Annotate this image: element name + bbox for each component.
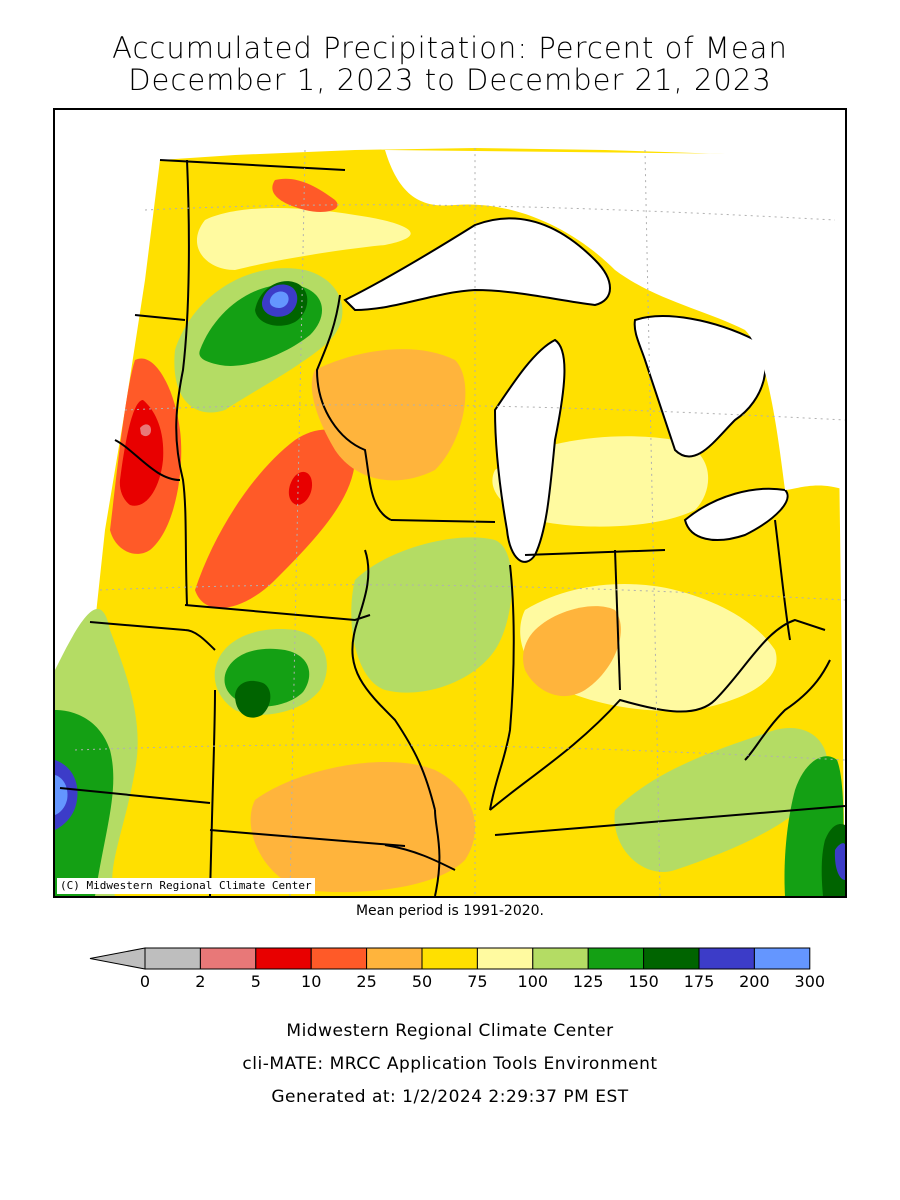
legend-tick-label: 300: [795, 972, 826, 991]
boundary-mn-ia: [184, 604, 371, 622]
legend-swatch: [698, 947, 755, 970]
color-legend: 0 2 5 10 25 50 75 100 125 150 175 200 300: [89, 947, 826, 991]
footer-org: Midwestern Regional Climate Center: [286, 1021, 614, 1041]
lake-superior: [343, 217, 611, 312]
region-mn-north-lightyellow: [196, 208, 411, 270]
boundary-il-in: [489, 564, 515, 811]
region-ky-darkgreen: [821, 823, 845, 896]
boundary-mn-canada: [159, 159, 346, 171]
boundary-ia-il: [351, 549, 436, 811]
boundary-oh-pa: [774, 519, 791, 641]
boundary-mo-ar: [384, 844, 456, 871]
map-title-line1: Accumulated Precipitation: Percent of Me…: [112, 31, 788, 65]
boundary-mn-nd: [175, 159, 190, 606]
region-mo-orange: [250, 761, 475, 893]
legend-swatch: [476, 947, 534, 970]
region-il-lightgreen: [351, 537, 512, 693]
legend-swatch: [421, 947, 478, 970]
legend-tick-label: 125: [573, 972, 604, 991]
boundary-sd-ne: [114, 439, 181, 481]
legend-tick-label: 175: [684, 972, 715, 991]
boundary-mississippi: [434, 809, 441, 896]
legend-tick-label: 50: [412, 972, 432, 991]
region-wi-orange: [311, 349, 466, 481]
legend-swatch: [643, 947, 700, 970]
legend-tick-label: 75: [467, 972, 487, 991]
region-ia-darkgreen: [235, 680, 271, 718]
region-west-lightblue: [55, 775, 68, 815]
legend-under-arrow: [89, 947, 146, 970]
region-mn-lightblue: [269, 291, 289, 308]
legend-swatch: [310, 947, 368, 970]
legend-tick-label: 10: [301, 972, 321, 991]
legend-swatch: [532, 947, 589, 970]
mean-period-note: Mean period is 1991-2020.: [355, 903, 545, 919]
map-title-line2: December 1, 2023 to December 21, 2023: [128, 63, 772, 97]
region-mn-streak-red: [288, 471, 313, 505]
boundary-mi-in: [524, 549, 666, 556]
boundary-wv-va: [744, 659, 831, 761]
boundary-ia-mo: [209, 689, 216, 896]
legend-tick-label: 150: [628, 972, 659, 991]
precipitation-map: (C) Midwestern Regional Climate Center: [53, 108, 847, 898]
boundary-ok-ar: [209, 829, 406, 847]
region-ky-lightgreen: [614, 728, 828, 872]
footer-app: cli-MATE: MRCC Application Tools Environ…: [242, 1054, 658, 1074]
boundary-wi-il: [390, 519, 496, 523]
legend-swatch: [255, 947, 312, 970]
legend-swatch: [366, 947, 423, 970]
legend-swatch: [144, 947, 201, 970]
legend-tick-label: 2: [195, 972, 205, 991]
region-ky-blue: [834, 843, 845, 880]
legend-tick-label: 100: [518, 972, 549, 991]
boundary-ohio-river: [489, 618, 826, 811]
region-nd-pink: [140, 424, 151, 437]
map-credit: (C) Midwestern Regional Climate Center: [57, 878, 315, 894]
region-in-orange: [523, 606, 621, 697]
region-nd-red: [119, 400, 164, 506]
boundary-nd-sd: [134, 314, 186, 321]
legend-tick-label: 0: [140, 972, 150, 991]
region-mn-north-orange: [272, 178, 338, 212]
lake-huron: [633, 315, 767, 458]
region-west-darkgreen: [55, 710, 114, 896]
legend-tick-label: 25: [356, 972, 376, 991]
legend-tick-label: 5: [251, 972, 261, 991]
graticule: [74, 147, 845, 896]
legend-swatch: [199, 947, 257, 970]
legend-tick-label: 200: [739, 972, 770, 991]
boundary-ks-ok: [59, 787, 211, 804]
lake-michigan: [493, 338, 566, 563]
lake-erie: [683, 487, 789, 541]
boundary-ky-tn: [494, 805, 845, 836]
footer-generated: Generated at: 1/2/2024 2:29:37 PM EST: [271, 1087, 629, 1107]
region-mn-streak-orange: [195, 429, 355, 609]
boundary-in-oh: [614, 549, 621, 691]
boundary-ne-ks: [89, 621, 216, 651]
state-boundaries: [59, 159, 845, 896]
legend-swatch: [753, 947, 811, 970]
ontario-canada-white: [385, 150, 845, 490]
boundary-mn-wi: [315, 294, 392, 521]
legend-swatch: [587, 947, 645, 970]
